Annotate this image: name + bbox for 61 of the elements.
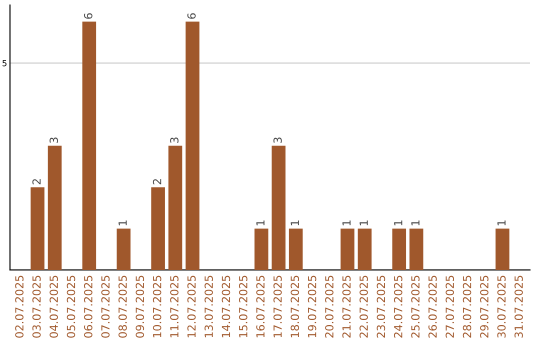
data-label: 1 [256, 220, 264, 226]
x-tick-label: 17.07.2025 [273, 276, 282, 338]
data-label: 1 [118, 220, 127, 226]
x-tick-label: 11.07.2025 [170, 276, 179, 338]
x-tick-label: 07.07.2025 [101, 276, 110, 338]
x-tick-label: 03.07.2025 [32, 276, 41, 338]
x-tick-label: 25.07.2025 [411, 276, 420, 338]
x-tick-label: 16.07.2025 [256, 276, 265, 338]
x-tick-label: 05.07.2025 [66, 276, 76, 338]
x-tick-label: 24.07.2025 [394, 276, 402, 338]
x-tick-label: 31.07.2025 [514, 276, 523, 338]
bar [496, 228, 510, 270]
data-label: 1 [394, 220, 402, 226]
x-tick-label: 29.07.2025 [480, 276, 488, 338]
x-tick-label: 20.07.2025 [325, 276, 334, 338]
bar [30, 187, 44, 270]
data-label: 1 [411, 220, 420, 226]
data-label: 6 [187, 13, 196, 19]
x-tick-label: 30.07.2025 [497, 276, 506, 338]
data-label: 1 [342, 220, 351, 226]
x-tick-label: 23.07.2025 [376, 276, 386, 338]
bar [340, 228, 354, 270]
x-tick-label: 13.07.2025 [204, 276, 213, 338]
x-tick-label: 18.07.2025 [290, 276, 300, 338]
y-tick-label: 5 [2, 60, 6, 66]
data-label: 3 [50, 138, 58, 143]
bar [82, 22, 96, 270]
x-tick-label: 22.07.2025 [360, 276, 368, 338]
x-tick-label: 02.07.2025 [15, 276, 24, 338]
bar [409, 228, 424, 270]
data-label: 1 [290, 220, 299, 226]
bar [168, 146, 182, 270]
bar [186, 22, 200, 270]
x-tick-label: 15.07.2025 [238, 276, 248, 338]
x-tick-label: 19.07.2025 [308, 276, 316, 338]
data-label: 1 [360, 220, 368, 226]
bar [358, 228, 372, 270]
data-label: 6 [84, 13, 92, 19]
x-tick-label: 27.07.2025 [446, 276, 454, 338]
bar [392, 228, 406, 270]
x-tick-label: 06.07.2025 [84, 276, 92, 338]
data-label: 3 [170, 138, 179, 143]
x-tick-label: 08.07.2025 [118, 276, 127, 338]
bar [288, 228, 303, 270]
data-label: 2 [32, 179, 41, 184]
x-tick-label: 26.07.2025 [428, 276, 437, 338]
data-label: 3 [273, 138, 282, 143]
x-tick-label: 09.07.2025 [136, 276, 144, 338]
data-label: 1 [497, 220, 506, 226]
data-label: 2 [152, 179, 162, 184]
bar [151, 187, 165, 270]
x-tick-label: 14.07.2025 [222, 276, 230, 338]
x-tick-label: 28.07.2025 [462, 276, 472, 338]
x-tick-label: 12.07.2025 [187, 276, 196, 338]
bar [254, 228, 268, 270]
bar [48, 146, 62, 270]
bar [116, 228, 131, 270]
x-tick-label: 10.07.2025 [152, 276, 162, 338]
x-tick-label: 21.07.2025 [342, 276, 351, 338]
bar [272, 146, 286, 270]
x-tick-label: 04.07.2025 [50, 276, 58, 338]
